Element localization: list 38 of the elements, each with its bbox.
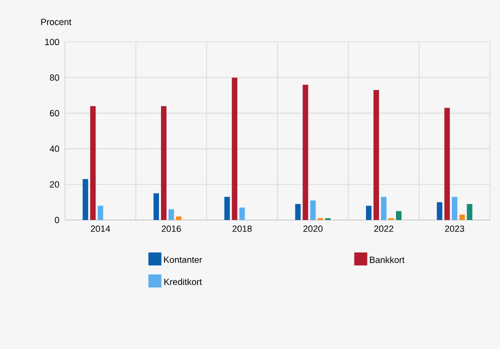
- x-tick-label: 2016: [162, 226, 181, 232]
- bar: [381, 196, 387, 220]
- y-tick-label: 60: [50, 110, 60, 116]
- legend-label: Bankkort: [370, 256, 405, 264]
- bar: [90, 106, 96, 220]
- bar: [436, 202, 442, 220]
- x-tick-label: 2023: [445, 226, 464, 232]
- bar: [310, 200, 316, 220]
- bar: [224, 196, 230, 220]
- y-tick-label: 20: [50, 181, 60, 188]
- x-tick-label: 2020: [303, 226, 323, 232]
- bar: [295, 204, 301, 220]
- bar: [154, 193, 160, 220]
- y-tick-label: 40: [50, 146, 60, 152]
- bar: [396, 211, 402, 220]
- bar: [239, 208, 245, 220]
- bar: [374, 90, 380, 220]
- bar: [366, 206, 372, 220]
- legend-label: Kontanter: [164, 256, 202, 263]
- x-tick-label: 2022: [374, 226, 394, 232]
- x-tick-label: 2018: [232, 226, 252, 232]
- bar: [466, 204, 472, 220]
- bar: [98, 206, 104, 220]
- bar: [168, 209, 174, 220]
- bar: [459, 214, 465, 220]
- bar: [452, 196, 458, 220]
- y-tick-label: 0: [54, 216, 60, 224]
- bar: [176, 216, 182, 220]
- legend-label: Kreditkort: [164, 278, 202, 286]
- bar: [302, 84, 308, 220]
- bar: [232, 78, 238, 220]
- y-tick-label: 100: [45, 38, 60, 46]
- bar: [444, 108, 450, 220]
- bar: [161, 106, 167, 220]
- x-tick-label: 2014: [90, 226, 110, 232]
- y-axis-title: Procent: [41, 18, 72, 26]
- y-tick-label: 80: [50, 74, 60, 81]
- bar: [82, 179, 88, 220]
